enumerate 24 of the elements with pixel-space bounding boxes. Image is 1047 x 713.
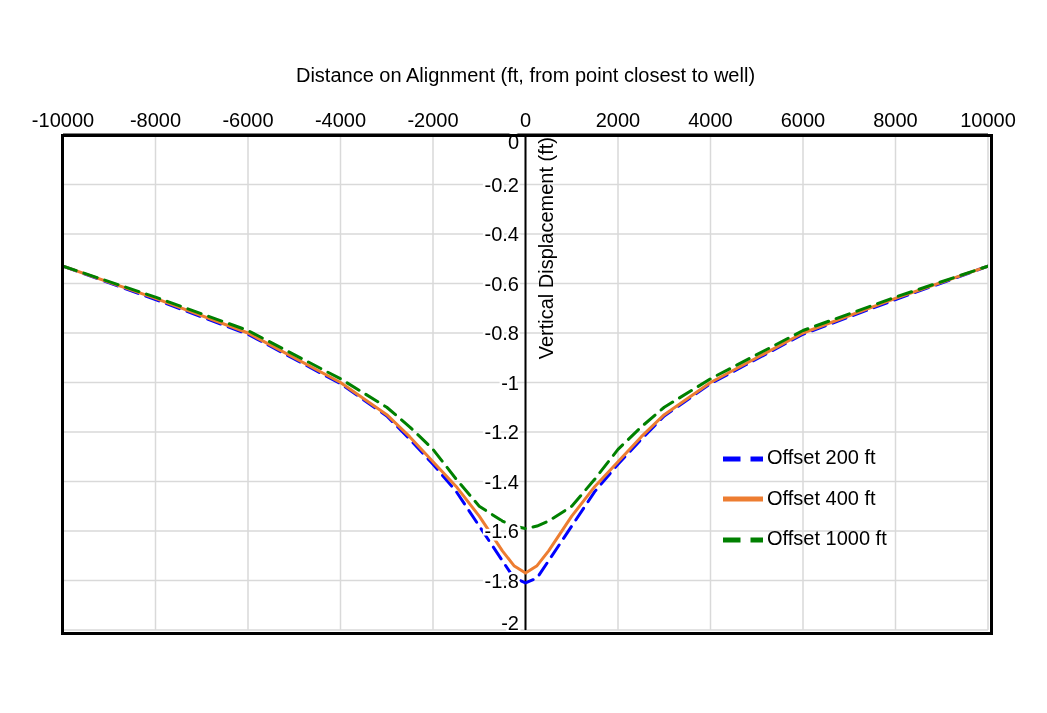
- legend-label: Offset 400 ft: [767, 486, 876, 509]
- x-tick-label: 8000: [873, 109, 918, 131]
- x-tick-label: 4000: [688, 109, 733, 131]
- x-tick-label: -8000: [129, 109, 182, 131]
- y-tick-label: -0.2: [484, 173, 519, 196]
- y-axis-title: Vertical Displacement (ft): [535, 137, 558, 360]
- x-tick-label: 2000: [595, 109, 641, 131]
- y-tick-label: -1.2: [484, 421, 519, 443]
- y-tick-label: -0.6: [484, 272, 519, 295]
- y-tick-label: -0.4: [484, 223, 519, 245]
- legend-label: Offset 1000 ft: [767, 527, 887, 550]
- x-tick-label: -4000: [314, 109, 367, 131]
- y-tick-label: -2: [501, 612, 519, 634]
- x-tick-label: -2000: [407, 109, 459, 131]
- x-tick-label: 10000: [960, 109, 1016, 131]
- y-tick-label: -1.4: [484, 470, 519, 493]
- x-tick-label: -6000: [222, 109, 274, 131]
- legend-label: Offset 200 ft: [767, 446, 876, 468]
- y-tick-label: -1: [501, 371, 519, 394]
- y-tick-label: -1.8: [484, 569, 519, 592]
- y-tick-label: -0.8: [484, 322, 519, 344]
- x-tick-label: -10000: [31, 109, 95, 131]
- x-axis-title: Distance on Alignment (ft, from point closest to well): [295, 64, 756, 87]
- x-tick-label: 6000: [780, 109, 826, 131]
